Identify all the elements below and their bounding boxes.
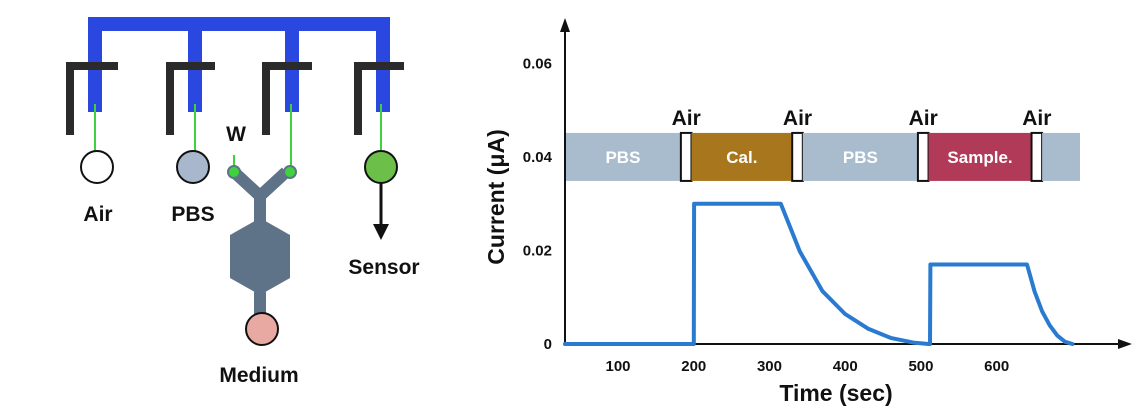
chamber-outlet xyxy=(254,292,266,316)
y-junction xyxy=(229,167,291,202)
air-segment xyxy=(791,131,804,182)
culture-chamber xyxy=(227,165,297,316)
valve-medium xyxy=(262,62,312,135)
tick-labels: 100 200 300 400 500 600 0 0.02 0.04 0.06 xyxy=(523,55,1009,375)
x-tick-label: 600 xyxy=(984,358,1009,375)
band-segment xyxy=(565,132,681,181)
arrow-head xyxy=(373,224,389,240)
air-marker-label: Air xyxy=(783,107,812,130)
pbs-reservoir xyxy=(176,150,210,184)
valve-air xyxy=(66,62,118,135)
junction-stem xyxy=(254,194,266,224)
band-segment xyxy=(802,132,918,181)
solution-band: PBS Air Cal. Air PBS Air Sample. Air xyxy=(565,107,1080,182)
top-channel xyxy=(88,17,390,31)
inlet-dot-w xyxy=(227,165,241,179)
y-tick-label: 0.02 xyxy=(523,242,552,259)
air-marker-label: Air xyxy=(1022,107,1051,130)
y-tick-label: 0 xyxy=(544,336,552,353)
green-lines xyxy=(94,104,382,170)
band-segment-label: PBS xyxy=(605,148,640,167)
air-segment xyxy=(1030,131,1044,182)
air-segment xyxy=(679,131,693,182)
current-time-chart: PBS Air Cal. Air PBS Air Sample. Air 100 200 300 4… xyxy=(483,18,1132,406)
current-trace xyxy=(563,201,1075,346)
valve-pbs xyxy=(166,62,215,135)
microfluidic-schematic: Air PBS W Sensor Medium xyxy=(66,17,420,387)
label-medium: Medium xyxy=(219,364,298,387)
x-tick-label: 400 xyxy=(833,358,858,375)
band-segment-label: PBS xyxy=(843,148,878,167)
valve-brackets xyxy=(66,62,404,135)
air-segment xyxy=(916,131,930,182)
label-air: Air xyxy=(83,203,112,226)
valve-sensor xyxy=(354,62,404,135)
medium-reservoir xyxy=(245,312,279,346)
band-segment xyxy=(928,132,1032,181)
air-marker-label: Air xyxy=(672,107,701,130)
air-reservoir xyxy=(80,150,114,184)
y-axis-arrowhead xyxy=(560,18,570,32)
label-pbs: PBS xyxy=(171,203,214,226)
x-axis-arrowhead xyxy=(1118,339,1132,349)
x-tick-label: 200 xyxy=(681,358,706,375)
chamber-hexagon xyxy=(230,218,290,295)
x-tick-label: 100 xyxy=(605,358,630,375)
x-axis-title: Time (sec) xyxy=(779,380,892,406)
label-sensor: Sensor xyxy=(348,256,419,279)
label-w: W xyxy=(226,123,246,146)
x-tick-label: 300 xyxy=(757,358,782,375)
sensor-reservoir xyxy=(364,150,398,184)
blue-channel-network xyxy=(88,17,390,112)
y-tick-label: 0.06 xyxy=(523,55,552,72)
inlet-dot-medium xyxy=(283,165,297,179)
x-tick-label: 500 xyxy=(908,358,933,375)
y-axis-title: Current (μA) xyxy=(483,129,509,264)
air-marker-label: Air xyxy=(909,107,938,130)
sensor-arrow xyxy=(373,183,389,240)
y-tick-label: 0.04 xyxy=(523,149,553,166)
chart-axes xyxy=(560,18,1132,349)
band-segment-label: Cal. xyxy=(726,148,757,167)
band-segment xyxy=(691,132,793,181)
band-segment xyxy=(1042,132,1080,181)
band-segment-label: Sample. xyxy=(947,148,1012,167)
